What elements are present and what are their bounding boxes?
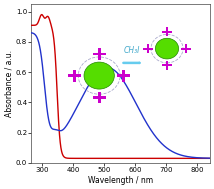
Bar [166,27,168,36]
Bar [162,64,172,66]
Bar [98,91,101,103]
Circle shape [166,31,168,33]
Bar [98,48,101,60]
Circle shape [122,74,125,77]
Circle shape [184,47,187,50]
Bar [122,70,125,81]
Bar [162,31,172,33]
Bar [143,48,153,50]
Circle shape [166,64,168,67]
Circle shape [84,62,114,89]
X-axis label: Wavelength / nm: Wavelength / nm [88,176,153,185]
Bar [117,74,130,77]
Bar [92,96,106,99]
Bar [166,61,168,70]
Bar [73,70,76,81]
Circle shape [147,47,149,50]
Circle shape [155,38,179,59]
Bar [181,48,191,50]
Bar [147,44,149,53]
Circle shape [73,74,76,77]
Circle shape [98,96,101,99]
Bar [185,44,187,53]
Bar [68,74,81,77]
Bar [92,53,106,55]
Circle shape [98,52,101,55]
Y-axis label: Absorbance / a.u.: Absorbance / a.u. [4,50,13,117]
Text: CH₃I: CH₃I [124,46,140,55]
